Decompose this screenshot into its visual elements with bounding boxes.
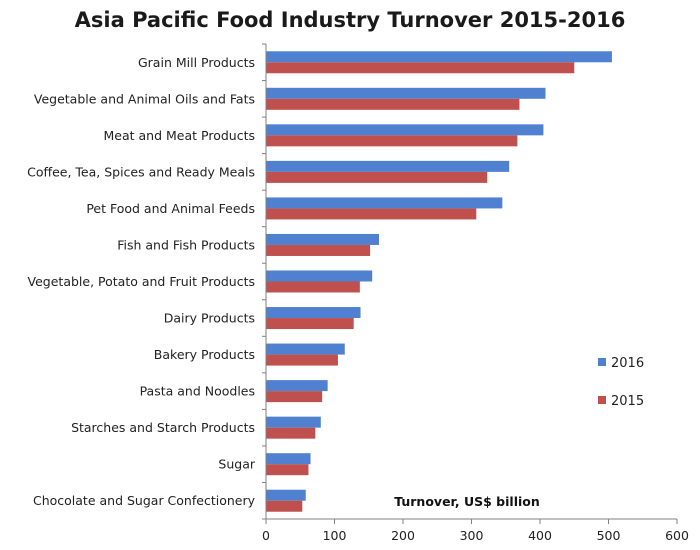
bar-2016-chocolate-and-sugar-confectionery xyxy=(266,489,306,501)
bars-layer xyxy=(266,51,612,512)
bar-2015-sugar xyxy=(266,464,309,476)
x-tick-label-400: 400 xyxy=(528,528,552,543)
bar-2016-grain-mill-products xyxy=(266,51,612,63)
bar-2016-coffee-tea-spices-and-ready-meals xyxy=(266,160,510,172)
category-label-sugar: Sugar xyxy=(218,457,255,472)
legend-swatch-2015 xyxy=(598,396,606,404)
x-axis-title: Turnover, US$ billion xyxy=(394,494,540,509)
x-tick-label-300: 300 xyxy=(460,528,484,543)
bar-2015-pet-food-and-animal-feeds xyxy=(266,208,477,220)
legend-swatch-2016 xyxy=(598,358,606,366)
bar-2016-bakery-products xyxy=(266,343,345,355)
legend: 2016 2015 xyxy=(598,356,644,409)
bar-2015-starches-and-starch-products xyxy=(266,427,316,439)
bar-2015-vegetable-potato-and-fruit-products xyxy=(266,281,360,293)
bar-2015-chocolate-and-sugar-confectionery xyxy=(266,500,303,512)
bar-2016-vegetable-and-animal-oils-and-fats xyxy=(266,87,546,99)
bar-2016-pasta-and-noodles xyxy=(266,380,328,392)
x-axis: 0 100 200 300 400 500 600 xyxy=(262,43,689,543)
bar-2015-bakery-products xyxy=(266,354,338,366)
bar-2016-meat-and-meat-products xyxy=(266,124,544,136)
legend-label-2016: 2016 xyxy=(611,356,644,371)
x-tick-label-600: 600 xyxy=(665,528,689,543)
category-label-pet-food-and-animal-feeds: Pet Food and Animal Feeds xyxy=(86,201,255,216)
category-label-pasta-and-noodles: Pasta and Noodles xyxy=(140,384,255,399)
bar-2015-vegetable-and-animal-oils-and-fats xyxy=(266,98,520,110)
category-label-coffee-tea-spices-and-ready-meals: Coffee, Tea, Spices and Ready Meals xyxy=(27,164,255,179)
bar-2016-fish-and-fish-products xyxy=(266,233,380,245)
bar-2016-starches-and-starch-products xyxy=(266,416,321,428)
bar-2016-pet-food-and-animal-feeds xyxy=(266,197,503,209)
category-label-vegetable-potato-and-fruit-products: Vegetable, Potato and Fruit Products xyxy=(28,274,255,289)
bar-2015-fish-and-fish-products xyxy=(266,244,371,256)
bar-2015-pasta-and-noodles xyxy=(266,391,323,403)
bar-2015-grain-mill-products xyxy=(266,62,575,74)
legend-label-2015: 2015 xyxy=(611,394,644,409)
x-tick-label-0: 0 xyxy=(262,528,270,543)
chart-title: Asia Pacific Food Industry Turnover 2015… xyxy=(74,8,626,32)
category-label-dairy-products: Dairy Products xyxy=(164,311,255,326)
bar-2016-sugar xyxy=(266,453,311,465)
bar-2016-dairy-products xyxy=(266,307,361,319)
category-label-chocolate-and-sugar-confectionery: Chocolate and Sugar Confectionery xyxy=(33,493,256,508)
bar-2016-vegetable-potato-and-fruit-products xyxy=(266,270,373,282)
category-label-vegetable-and-animal-oils-and-fats: Vegetable and Animal Oils and Fats xyxy=(34,91,255,106)
category-label-bakery-products: Bakery Products xyxy=(154,347,255,362)
x-tick-label-100: 100 xyxy=(323,528,347,543)
category-label-fish-and-fish-products: Fish and Fish Products xyxy=(117,237,255,252)
category-label-grain-mill-products: Grain Mill Products xyxy=(138,55,255,70)
x-tick-label-500: 500 xyxy=(597,528,621,543)
category-label-starches-and-starch-products: Starches and Starch Products xyxy=(71,420,255,435)
bar-2015-meat-and-meat-products xyxy=(266,135,518,147)
category-label-meat-and-meat-products: Meat and Meat Products xyxy=(104,128,255,143)
x-tick-label-200: 200 xyxy=(391,528,415,543)
bar-2015-coffee-tea-spices-and-ready-meals xyxy=(266,171,488,183)
category-labels: Grain Mill Products Vegetable and Animal … xyxy=(27,55,256,508)
bar-2015-dairy-products xyxy=(266,318,354,330)
